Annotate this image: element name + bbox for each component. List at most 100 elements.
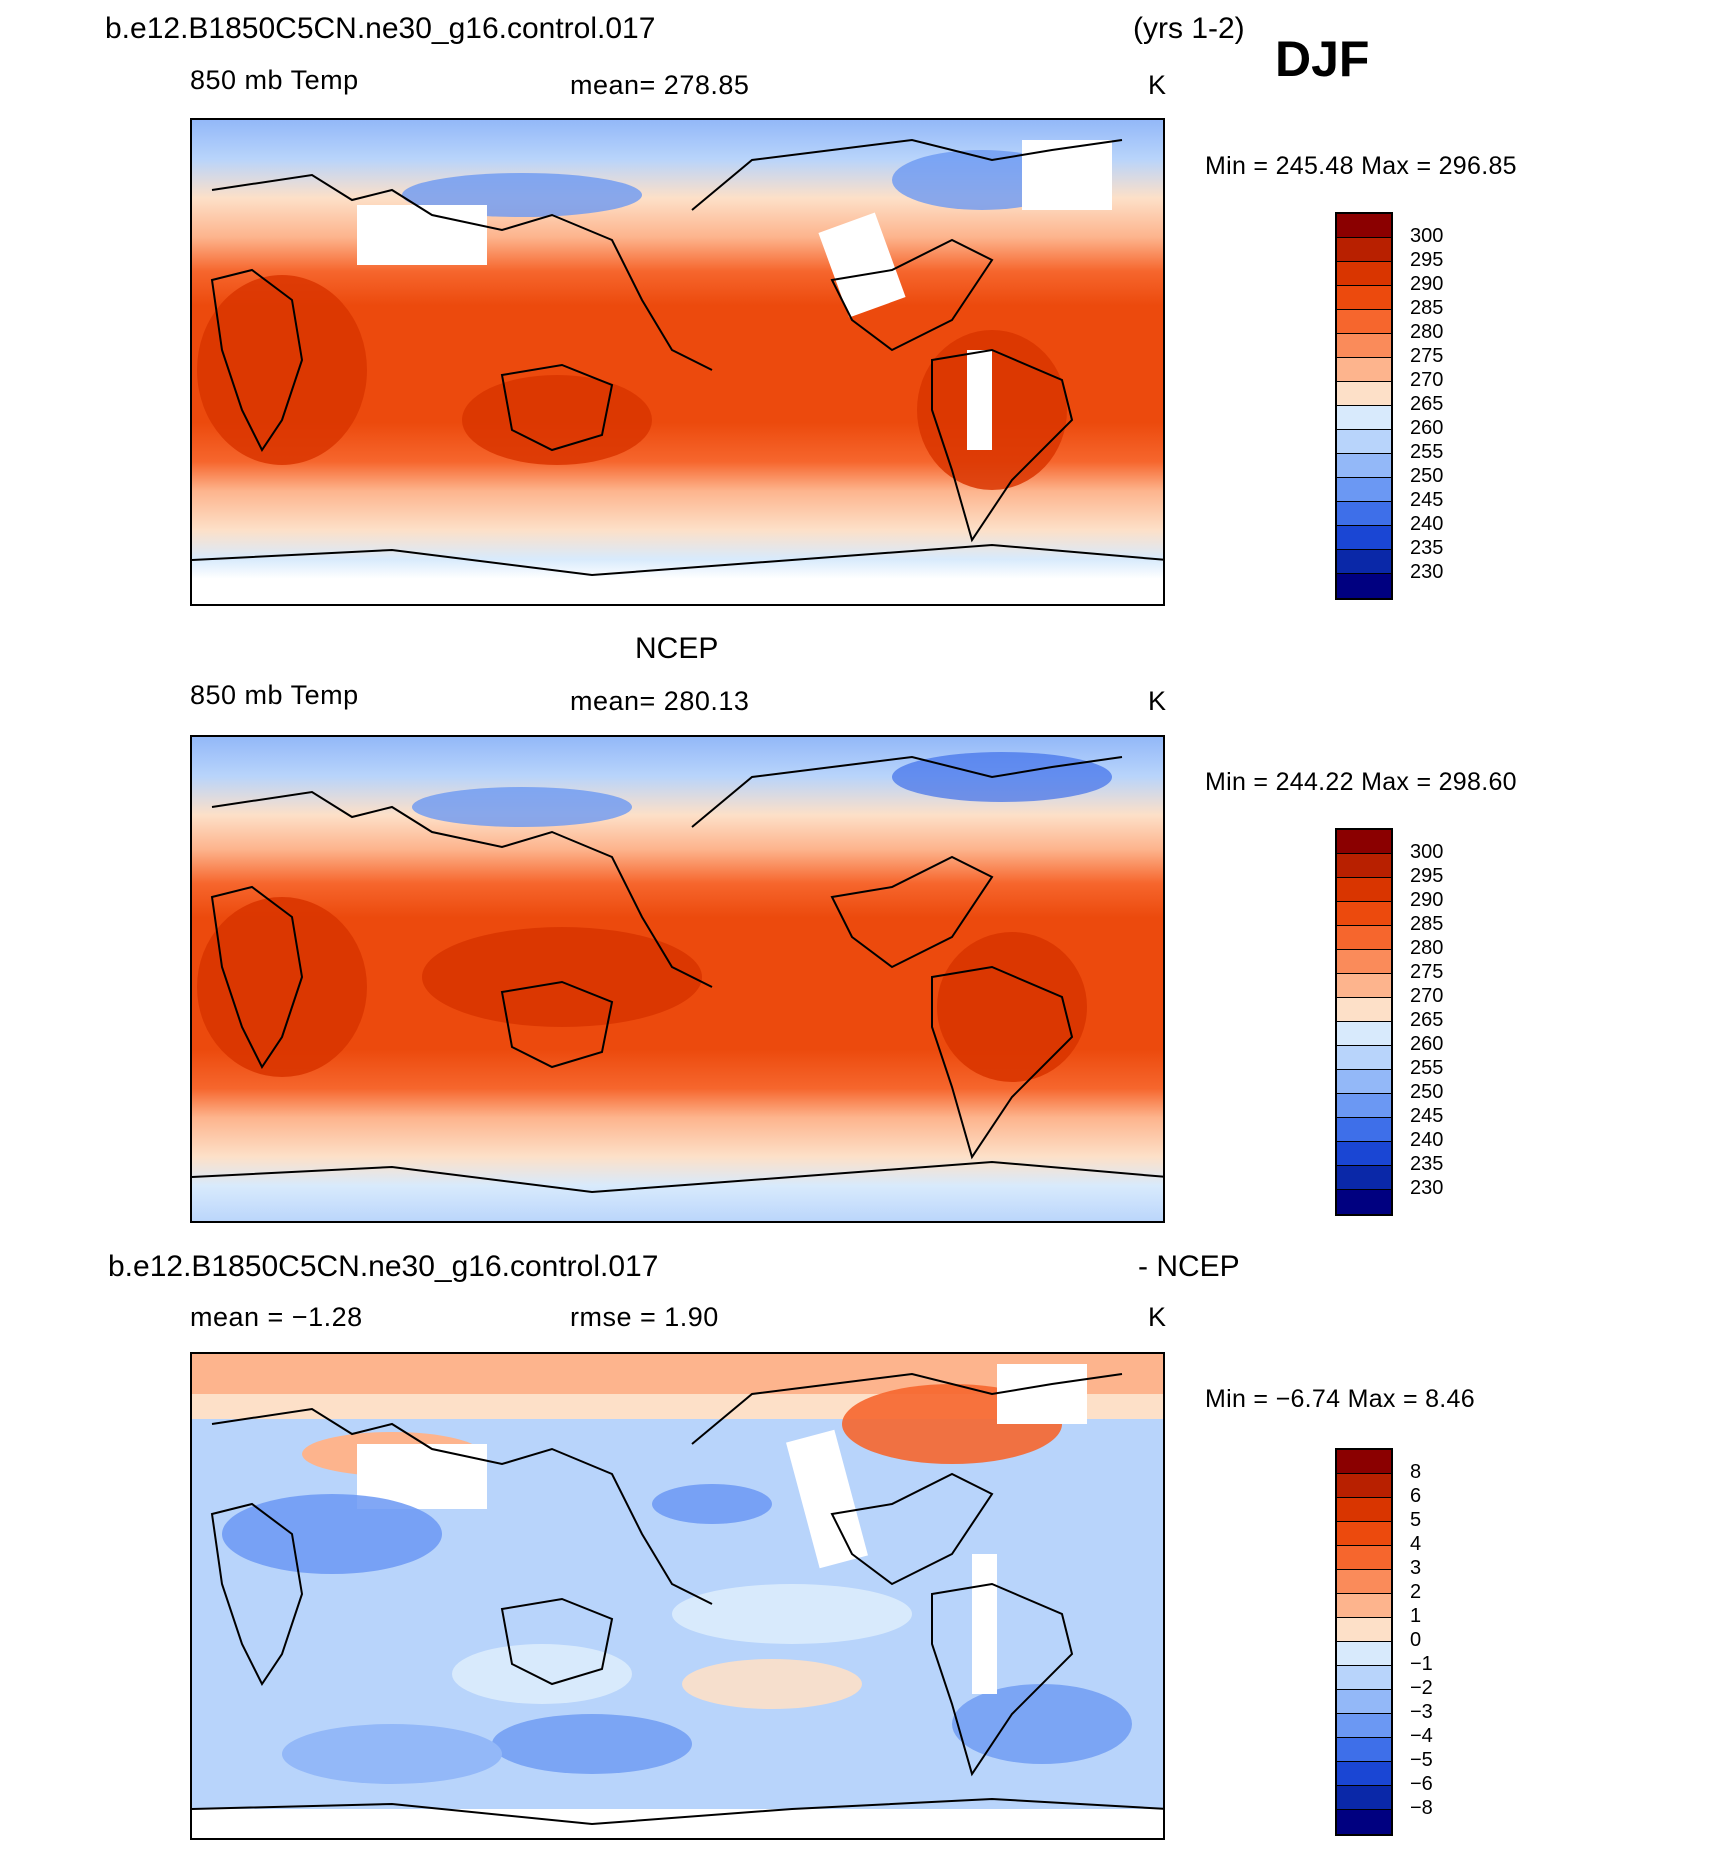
panel3-colorbar-swatch [1337,1786,1391,1810]
panel3-colorbar-swatch [1337,1618,1391,1642]
panel2-colorbar-swatch [1337,1190,1391,1214]
panel1-colorbar-label: 240 [1410,513,1444,535]
panel2-colorbar-swatch [1337,1166,1391,1190]
panel1-colorbar-label: 300 [1410,225,1444,247]
panel3-colorbar-label: −8 [1410,1797,1433,1819]
panel3-colorbar-label: −5 [1410,1749,1433,1771]
panel2-colorbar-label: 275 [1410,961,1444,983]
panel3-colorbar-labels: 8 6 5 4 3 2 1 0 −1 −2 −3 −4 −5 −6 −8 [1410,1460,1433,1820]
panel3-colorbar-label: −4 [1410,1725,1433,1747]
panel1-colorbar-swatch [1337,526,1391,550]
panel3-map [190,1352,1165,1840]
panel1-colorbar-swatch [1337,382,1391,406]
case-name-title: b.e12.B1850C5CN.ne30_g16.control.017 [105,12,656,45]
panel2-colorbar-label: 265 [1410,1009,1444,1031]
panel2-colorbar-labels: 300 295 290 285 280 275 270 265 260 255 250 245 240 2… [1410,840,1443,1200]
panel2-colorbar-label: 235 [1410,1153,1444,1175]
panel2-colorbar-swatch [1337,1142,1391,1166]
panel1-colorbar-label: 280 [1410,321,1444,343]
panel2-colorbar-swatch [1337,878,1391,902]
panel2-variable: 850 mb Temp [190,680,359,710]
panel3-colorbar-label: 0 [1410,1629,1422,1651]
panel3-title-left: b.e12.B1850C5CN.ne30_g16.control.017 [108,1250,659,1283]
panel2-colorbar-swatch [1337,1046,1391,1070]
panel3-colorbar-label: 6 [1410,1485,1422,1507]
panel2-colorbar-label: 295 [1410,865,1444,887]
panel2-colorbar-label: 250 [1410,1081,1444,1103]
panel2-colorbar-swatch [1337,1118,1391,1142]
panel3-colorbar-swatch [1337,1594,1391,1618]
panel1-colorbar-label: 255 [1410,441,1444,463]
panel3-colorbar-label: 8 [1410,1461,1422,1483]
panel2-colorbar-label: 285 [1410,913,1444,935]
panel1-colorbar-swatch [1337,214,1391,238]
panel3-colorbar [1335,1448,1393,1836]
panel2-colorbar [1335,828,1393,1216]
panel3-colorbar-label: 1 [1410,1605,1422,1627]
panel1-colorbar-label: 230 [1410,561,1444,583]
panel2-map [190,735,1165,1223]
panel2-colorbar-label: 240 [1410,1129,1444,1151]
panel1-colorbar-label: 270 [1410,369,1444,391]
panel1-colorbar-label: 285 [1410,297,1444,319]
panel1-colorbar-swatch [1337,550,1391,574]
panel3-colorbar-label: −6 [1410,1773,1433,1795]
panel2-colorbar-label: 280 [1410,937,1444,959]
panel2-colorbar-swatch [1337,1094,1391,1118]
panel2-colorbar-swatch [1337,1070,1391,1094]
panel2-colorbar-label: 245 [1410,1105,1444,1127]
panel3-units: K [1148,1302,1167,1332]
panel1-mean: mean= 278.85 [570,70,750,100]
panel3-colorbar-label: 5 [1410,1509,1422,1531]
panel2-colorbar-label: 230 [1410,1177,1444,1199]
panel2-colorbar-label: 300 [1410,841,1444,863]
panel2-minmax: Min = 244.22 Max = 298.60 [1205,768,1517,796]
panel3-colorbar-label: −1 [1410,1653,1433,1675]
panel3-colorbar-label: 3 [1410,1557,1422,1579]
panel2-colorbar-swatch [1337,974,1391,998]
panel1-colorbar-swatch [1337,454,1391,478]
panel3-minmax: Min = −6.74 Max = 8.46 [1205,1385,1475,1413]
panel3-mean: mean = −1.28 [190,1302,363,1332]
panel2-units: K [1148,686,1167,716]
panel3-colorbar-swatch [1337,1450,1391,1474]
panel3-colorbar-label: 2 [1410,1581,1422,1603]
panel1-colorbar-swatch [1337,286,1391,310]
panel3-title-right: - NCEP [1138,1250,1240,1283]
panel2-colorbar-label: 255 [1410,1057,1444,1079]
panel3-rmse: rmse = 1.90 [570,1302,719,1332]
years-label: (yrs 1-2) [1133,12,1245,45]
panel2-colorbar-label: 260 [1410,1033,1444,1055]
panel1-colorbar-label: 235 [1410,537,1444,559]
panel2-colorbar-swatch [1337,1022,1391,1046]
panel1-colorbar-label: 275 [1410,345,1444,367]
panel3-colorbar-swatch [1337,1642,1391,1666]
panel1-minmax: Min = 245.48 Max = 296.85 [1205,152,1517,180]
panel2-mean: mean= 280.13 [570,686,750,716]
panel3-colorbar-swatch [1337,1690,1391,1714]
panel1-colorbar-swatch [1337,406,1391,430]
panel1-colorbar [1335,212,1393,600]
panel1-colorbar-labels: 300 295 290 285 280 275 270 265 260 255 250 245 240 2… [1410,224,1443,584]
panel1-colorbar-swatch [1337,574,1391,598]
panel1-units: K [1148,70,1167,100]
panel2-colorbar-swatch [1337,902,1391,926]
panel3-colorbar-swatch [1337,1762,1391,1786]
panel1-colorbar-label: 245 [1410,489,1444,511]
panel1-colorbar-label: 260 [1410,417,1444,439]
panel2-colorbar-label: 290 [1410,889,1444,911]
panel3-colorbar-swatch [1337,1666,1391,1690]
panel3-colorbar-label: −2 [1410,1677,1433,1699]
panel1-colorbar-swatch [1337,478,1391,502]
panel1-colorbar-swatch [1337,502,1391,526]
panel2-colorbar-swatch [1337,998,1391,1022]
panel3-colorbar-swatch [1337,1570,1391,1594]
panel3-colorbar-swatch [1337,1546,1391,1570]
panel3-colorbar-swatch [1337,1522,1391,1546]
panel3-colorbar-swatch [1337,1474,1391,1498]
panel1-map [190,118,1165,606]
panel2-colorbar-label: 270 [1410,985,1444,1007]
panel2-colorbar-swatch [1337,926,1391,950]
panel1-colorbar-swatch [1337,430,1391,454]
panel2-colorbar-swatch [1337,950,1391,974]
